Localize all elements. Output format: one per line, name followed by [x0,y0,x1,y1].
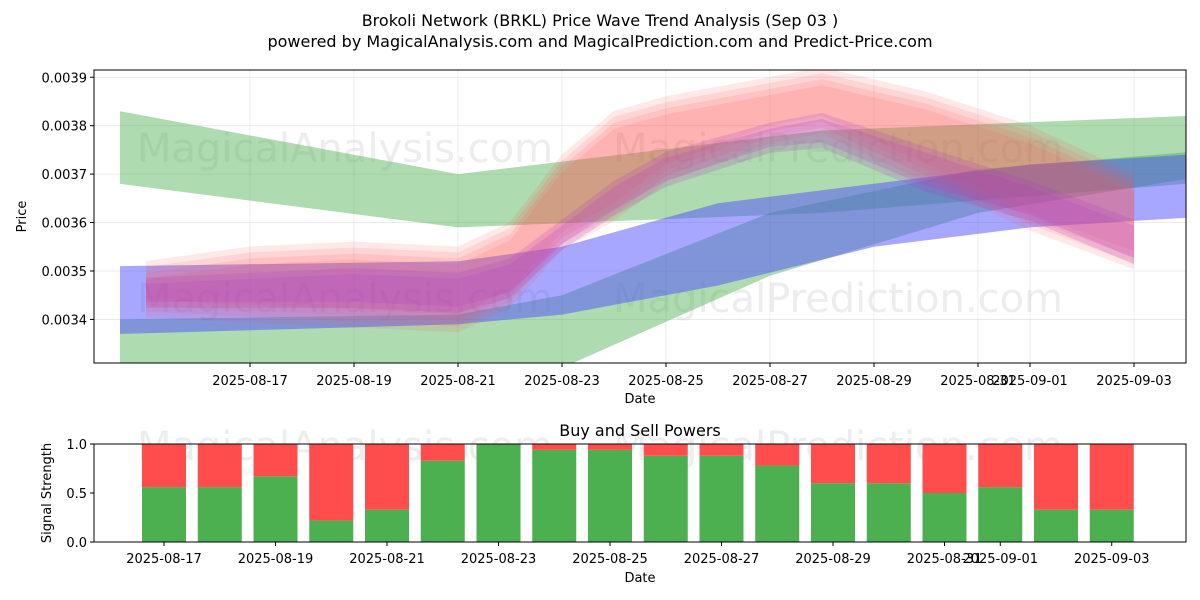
buy-bar [532,449,577,542]
buy-bar [978,487,1023,542]
series-band-red-wave [146,73,1134,321]
y-tick-label: 0.0034 [42,313,88,328]
price-chart: MagicalAnalysis.com MagicalPrediction.com… [15,69,1187,407]
sell-bar [866,444,911,484]
sell-bar [420,444,465,461]
x-tick-label: 2025-08-27 [732,374,808,389]
sell-bar [643,444,688,456]
buy-bar [1089,509,1134,542]
watermark-text: MagicalAnalysis.com [137,126,553,172]
x-tick-label: 2025-08-17 [212,374,288,389]
sell-bar [532,444,577,450]
x-axis-label: Date [624,392,655,407]
y-tick-label: 0.0038 [42,120,88,135]
x-tick-label: 2025-08-23 [524,374,600,389]
x-tick-label: 2025-08-27 [684,552,760,567]
power-chart-title: Buy and Sell Powers [559,421,721,440]
x-tick-label: 2025-08-21 [349,552,425,567]
y-axis-label: Signal Strength [40,443,55,543]
y-tick-label: 0.0036 [42,217,88,232]
x-tick-label: 2025-09-03 [1096,374,1172,389]
sell-bar [142,444,186,488]
x-tick-label: 2025-08-25 [628,374,704,389]
buy-bar [253,476,298,542]
x-tick-label: 2025-08-31 [907,552,983,567]
buy-bar [811,483,855,542]
sell-bar [588,444,632,450]
watermark-text: MagicalPrediction.com [613,126,1063,172]
sell-bar [755,444,800,466]
buy-bar [699,455,744,542]
series-band-purple-wave [146,119,1134,313]
y-tick-label: 0.0037 [42,168,88,183]
price-plot-frame [93,69,1187,364]
series-band-red-wave [146,70,1134,315]
buy-bar [643,455,688,542]
x-tick-label: 2025-09-03 [1074,552,1150,567]
buy-bar [755,465,800,542]
sell-bar [811,444,855,484]
buy-bar [922,493,967,542]
sell-bar [197,444,242,488]
y-tick-label: 0.0039 [42,71,88,86]
chart-title-line1: Brokoli Network (BRKL) Price Wave Trend … [362,11,839,30]
buy-bar [476,444,521,542]
x-tick-label: 2025-08-21 [420,374,496,389]
buy-bar [588,449,632,542]
x-tick-label: 2025-08-31 [940,374,1016,389]
buy-bar [866,483,911,542]
x-tick-label: 2025-09-01 [992,374,1068,389]
y-tick-label: 0.0 [66,536,87,551]
y-axis-label: Price [15,201,30,233]
sell-bar [309,444,354,521]
buy-bar [420,460,465,542]
buy-sell-power-chart: MagicalAnalysis.comMagicalPrediction.com… [40,421,1187,586]
sell-bar [922,444,967,493]
sell-bar [365,444,409,510]
chart-title-line2: powered by MagicalAnalysis.com and Magic… [267,32,932,51]
x-tick-label: 2025-08-25 [572,552,648,567]
x-tick-label: 2025-08-19 [238,552,314,567]
sell-bar [978,444,1023,488]
buy-bar [309,520,354,542]
series-band-blue-band [120,154,1186,334]
x-tick-label: 2025-08-29 [836,374,912,389]
x-tick-label: 2025-08-19 [316,374,392,389]
series-band-red-wave [146,85,1134,333]
sell-bar [1034,444,1078,510]
sell-bar [253,444,298,477]
x-axis-label: Date [624,571,655,586]
y-tick-label: 1.0 [66,438,87,453]
x-tick-label: 2025-09-01 [962,552,1038,567]
x-tick-label: 2025-08-17 [126,552,202,567]
y-tick-label: 0.0035 [42,265,88,280]
buy-bar [1034,509,1078,542]
x-tick-label: 2025-08-29 [795,552,871,567]
sell-bar [1089,444,1134,510]
y-tick-label: 0.5 [66,487,87,502]
x-tick-label: 2025-08-23 [461,552,537,567]
series-band-purple-wave [146,113,1134,307]
sell-bar [699,444,744,456]
buy-bar [365,509,409,542]
series-band-red-wave [146,79,1134,327]
buy-bar [142,487,186,542]
buy-bar [197,487,242,542]
